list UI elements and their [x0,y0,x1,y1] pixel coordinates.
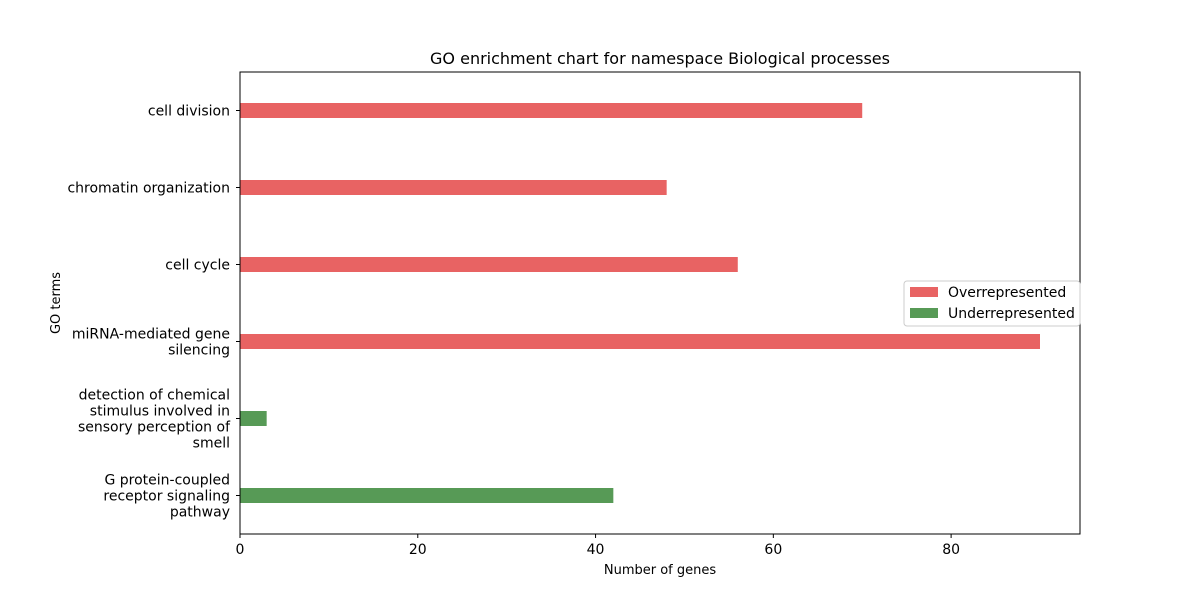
y-tick-label: G protein-coupled receptor signaling pathw… [103,473,230,521]
y-tick-label: cell cycle [165,258,230,274]
y-tick-label: cell division [148,104,230,120]
bar-5 [240,488,614,503]
bar-4 [240,411,267,426]
bars-group [240,103,1040,503]
x-tick-label: 20 [409,542,427,558]
legend-box [903,280,1081,327]
x-tick-label: 0 [236,542,245,558]
x-ticks-group: 0 20 40 60 80 [236,534,960,558]
x-tick-label: 40 [587,542,605,558]
legend: Overrepresented Underrepresented [903,280,1081,327]
y-tick-label: detection of chemical stimulus involved i… [78,388,231,452]
legend-swatch-overrepresented [910,287,938,297]
y-tick-label: chromatin organization [67,181,230,197]
x-tick-label: 80 [942,542,960,558]
bar-1 [240,180,667,195]
bar-0 [240,103,863,118]
legend-label-overrepresented: Overrepresented [948,285,1066,301]
legend-label-underrepresented: Underrepresented [948,306,1075,322]
chart-title: GO enrichment chart for namespace Biolog… [430,49,890,68]
x-tick-label: 60 [764,542,782,558]
y-ticks-group: cell division chromatin organization cell … [67,104,240,521]
legend-swatch-underrepresented [910,308,938,318]
bar-3 [240,334,1040,349]
x-axis-label: Number of genes [604,563,717,578]
bar-2 [240,257,738,272]
y-axis-label: GO terms [49,272,64,334]
y-tick-label: miRNA-mediated gene silencing [72,327,230,359]
